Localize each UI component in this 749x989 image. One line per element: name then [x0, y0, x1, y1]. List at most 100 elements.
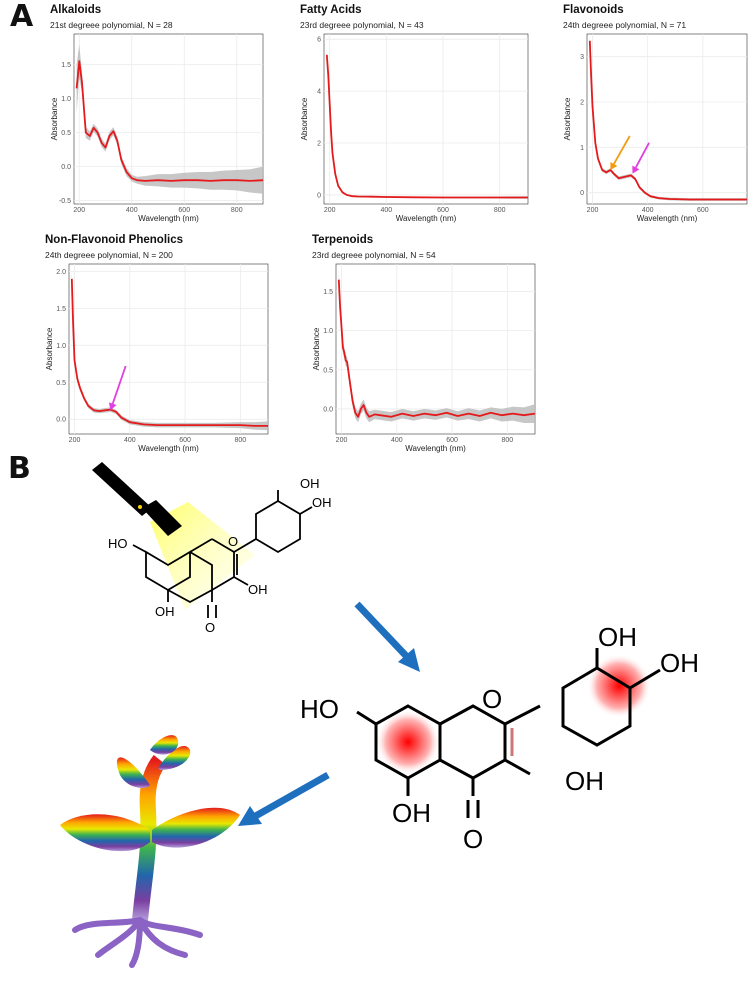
- x-tick-label: 200: [336, 437, 348, 444]
- confidence-band: [76, 44, 263, 194]
- x-tick-label: 600: [697, 207, 709, 214]
- plot-area: [335, 263, 536, 435]
- label-o: O: [463, 824, 483, 854]
- label-oh: OH: [598, 622, 637, 652]
- x-tick-label: 600: [179, 437, 191, 444]
- flashlight-icon: [92, 462, 182, 536]
- x-tick-label: 400: [380, 207, 392, 214]
- x-tick-label: 400: [126, 207, 138, 214]
- chart-title: Terpenoids: [312, 234, 374, 246]
- chart-terpenoids: Terpenoids 23rd degreee polynomial, N = …: [312, 234, 537, 460]
- panel-label-b: B: [8, 451, 31, 486]
- annotation-arrow: [635, 142, 650, 168]
- large-quercetin-labels: OH OH HO O OH OH O: [300, 622, 699, 854]
- chart-svg: 200 400 600 0 1 2 3 Wavelength (nm) Absorbance: [563, 33, 748, 223]
- y-tick-label: 0.0: [56, 417, 66, 424]
- annotation-arrowhead: [610, 161, 618, 170]
- x-tick-label: 800: [494, 207, 506, 214]
- x-tick-label: 600: [446, 437, 458, 444]
- chart-title: Fatty Acids: [300, 4, 362, 16]
- label-ho: HO: [300, 694, 339, 724]
- y-tick-label: 0.5: [61, 130, 71, 137]
- chart-title: Alkaloids: [50, 4, 102, 16]
- series-line: [75, 60, 264, 182]
- annotation-arrowhead: [632, 165, 640, 174]
- blue-arrow-icon: [354, 601, 420, 672]
- y-axis-label: Absorbance: [300, 97, 309, 140]
- label-oh: OH: [312, 495, 332, 510]
- y-tick-label: 1.0: [323, 328, 333, 335]
- annotation-arrowhead: [108, 402, 117, 411]
- chart-flavonoids: Flavonoids 24th degreee polynomial, N = …: [563, 4, 749, 230]
- y-tick-label: 1.0: [56, 343, 66, 350]
- y-tick-label: 2: [317, 141, 321, 148]
- y-tick-label: 1.5: [61, 62, 71, 69]
- label-o: O: [205, 620, 215, 635]
- y-tick-label: 0.5: [56, 380, 66, 387]
- chart-subtitle: 24th degreee polynomial, N = 200: [45, 250, 173, 260]
- label-o: O: [482, 684, 502, 714]
- rainbow-plant-icon: [60, 735, 240, 968]
- y-axis-label: Absorbance: [563, 97, 572, 140]
- plot-area: [586, 33, 748, 205]
- x-tick-label: 600: [437, 207, 449, 214]
- x-tick-label: 800: [231, 207, 243, 214]
- schematic-panel-b: OH OH HO O OH OH O: [60, 462, 699, 968]
- plot-area: [68, 263, 269, 435]
- annotation-arrow: [613, 135, 631, 165]
- chart-subtitle: 21st degreee polynomial, N = 28: [50, 20, 173, 30]
- y-tick-label: 2: [580, 100, 584, 107]
- chart-fatty-acids: Fatty Acids 23rd degreee polynomial, N =…: [300, 4, 530, 230]
- x-tick-label: 600: [178, 207, 190, 214]
- x-tick-label: 800: [502, 437, 514, 444]
- x-tick-label: 400: [124, 437, 136, 444]
- x-axis-label: Wavelength (nm): [637, 214, 698, 223]
- label-oh: OH: [565, 766, 604, 796]
- series-line: [588, 40, 747, 201]
- y-tick-label: 0.0: [61, 164, 71, 171]
- x-axis-label: Wavelength (nm): [138, 214, 199, 223]
- y-tick-label: 3: [580, 54, 584, 61]
- y-axis-label: Absorbance: [45, 327, 54, 370]
- series-line: [337, 279, 536, 418]
- y-tick-label: 1: [580, 145, 584, 152]
- x-tick-label: 400: [642, 207, 654, 214]
- y-tick-label: 0.5: [323, 367, 333, 374]
- label-oh: OH: [392, 798, 431, 828]
- y-axis-label: Absorbance: [312, 327, 321, 370]
- label-ho: HO: [108, 536, 128, 551]
- label-oh: OH: [660, 648, 699, 678]
- series-line: [325, 54, 528, 199]
- label-o: O: [228, 534, 238, 549]
- label-oh: OH: [300, 476, 320, 491]
- y-tick-label: 0: [317, 192, 321, 199]
- chart-subtitle: 24th degreee polynomial, N = 71: [563, 20, 687, 30]
- chart-subtitle: 23rd degreee polynomial, N = 43: [300, 20, 424, 30]
- y-tick-label: 4: [317, 89, 321, 96]
- y-tick-label: 2.0: [56, 269, 66, 276]
- y-tick-label: 1.0: [61, 96, 71, 103]
- confidence-band: [338, 270, 535, 424]
- large-quercetin-structure: [356, 648, 661, 818]
- chart-svg: 200 400 600 800 -0.5 0.0 0.5 1.0 1.5 Wavelength (…: [50, 33, 264, 223]
- x-tick-label: 200: [587, 207, 599, 214]
- panel-label-a: A: [10, 0, 34, 34]
- plot-area: [323, 33, 529, 205]
- x-tick-label: 400: [391, 437, 403, 444]
- label-oh: OH: [248, 582, 268, 597]
- label-oh: OH: [155, 604, 175, 619]
- chart-title: Non-Flavonoid Phenolics: [45, 234, 184, 246]
- blue-arrow-icon: [238, 771, 330, 826]
- y-tick-label: 6: [317, 37, 321, 44]
- small-quercetin-structure: [132, 490, 313, 618]
- y-axis-label: Absorbance: [50, 97, 59, 140]
- chart-alkaloids: Alkaloids 21st degreee polynomial, N = 2…: [50, 4, 265, 230]
- chart-non-flavonoid-phenolics: Non-Flavonoid Phenolics 24th degreee pol…: [45, 234, 270, 460]
- y-tick-label: 0: [580, 190, 584, 197]
- x-axis-label: Wavelength (nm): [396, 214, 457, 223]
- x-tick-label: 200: [73, 207, 85, 214]
- x-tick-label: 800: [235, 437, 247, 444]
- x-tick-label: 200: [69, 437, 81, 444]
- x-axis-label: Wavelength (nm): [138, 444, 199, 453]
- y-tick-label: 0.0: [323, 406, 333, 413]
